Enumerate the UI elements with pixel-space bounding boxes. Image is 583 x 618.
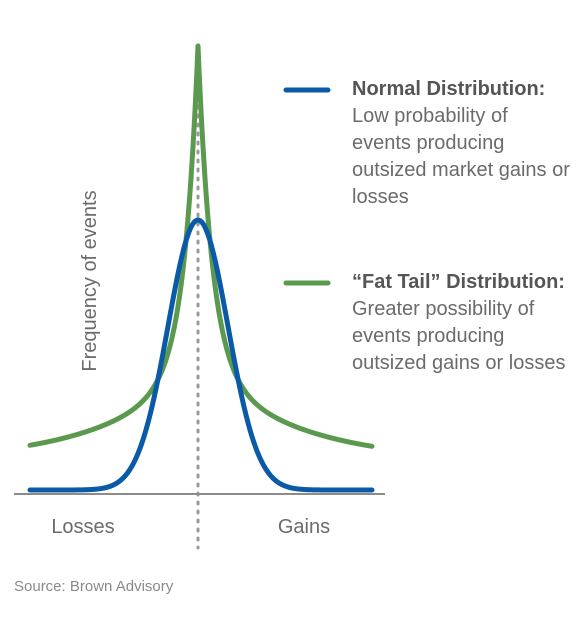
legend-entry-normal: Normal Distribution: Low probability of … [352,76,572,211]
source-note: Source: Brown Advisory [14,578,174,595]
fat-tail-distribution-curve [27,43,375,449]
x-label-gains: Gains [278,516,330,538]
legend-description-normal: Low probability of events producing outs… [352,105,570,208]
legend-title-normal: Normal Distribution: [352,78,546,100]
y-axis-label: Frequency of events [79,190,101,371]
legend-description-fat-tail: Greater possibility of events producing … [352,298,566,374]
legend-title-fat-tail: “Fat Tail” Distribution: [352,271,565,293]
x-label-losses: Losses [51,516,114,538]
legend-entry-fat-tail: “Fat Tail” Distribution: Greater possibi… [352,269,572,377]
normal-distribution-curve [27,217,375,493]
